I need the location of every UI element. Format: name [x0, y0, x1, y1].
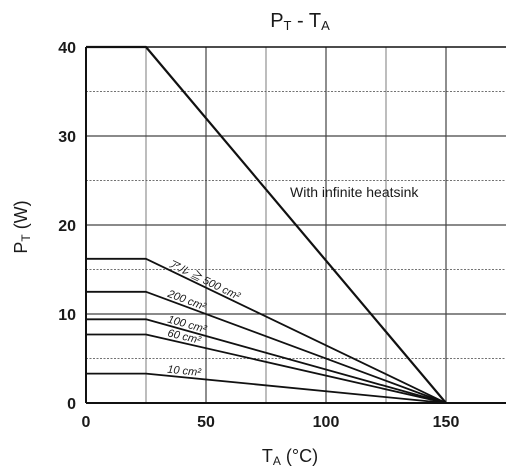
x-tick-label: 150 — [433, 414, 460, 431]
annotation-infinite-heatsink: With infinite heatsink — [290, 184, 419, 200]
series-lines — [86, 45, 447, 404]
series-label-2: 200 cm² — [165, 288, 208, 314]
y-tick-label: 40 — [58, 40, 76, 57]
y-tick-label: 10 — [58, 307, 76, 324]
chart-title: PT - TA — [270, 10, 330, 33]
x-tick-label: 100 — [313, 414, 340, 431]
axes: 0 50 100 150 0 10 20 30 40 — [58, 40, 506, 431]
y-tick-label: 20 — [58, 218, 76, 235]
y-tick-label: 30 — [58, 129, 76, 146]
series-label-5: 10 cm² — [167, 364, 202, 379]
x-tick-label: 50 — [197, 414, 215, 431]
series-line-4 — [86, 333, 447, 404]
series-line-2 — [86, 290, 447, 404]
series-line-3 — [86, 318, 447, 404]
series-line-5 — [86, 372, 447, 404]
x-tick-label: 0 — [82, 414, 91, 431]
x-axis-label: TA (°C) — [262, 446, 318, 468]
grid — [86, 47, 506, 403]
y-tick-label: 0 — [67, 396, 76, 413]
series-line-0 — [86, 45, 447, 404]
series-line-1 — [86, 257, 447, 404]
y-axis-label: PT (W) — [11, 200, 33, 253]
